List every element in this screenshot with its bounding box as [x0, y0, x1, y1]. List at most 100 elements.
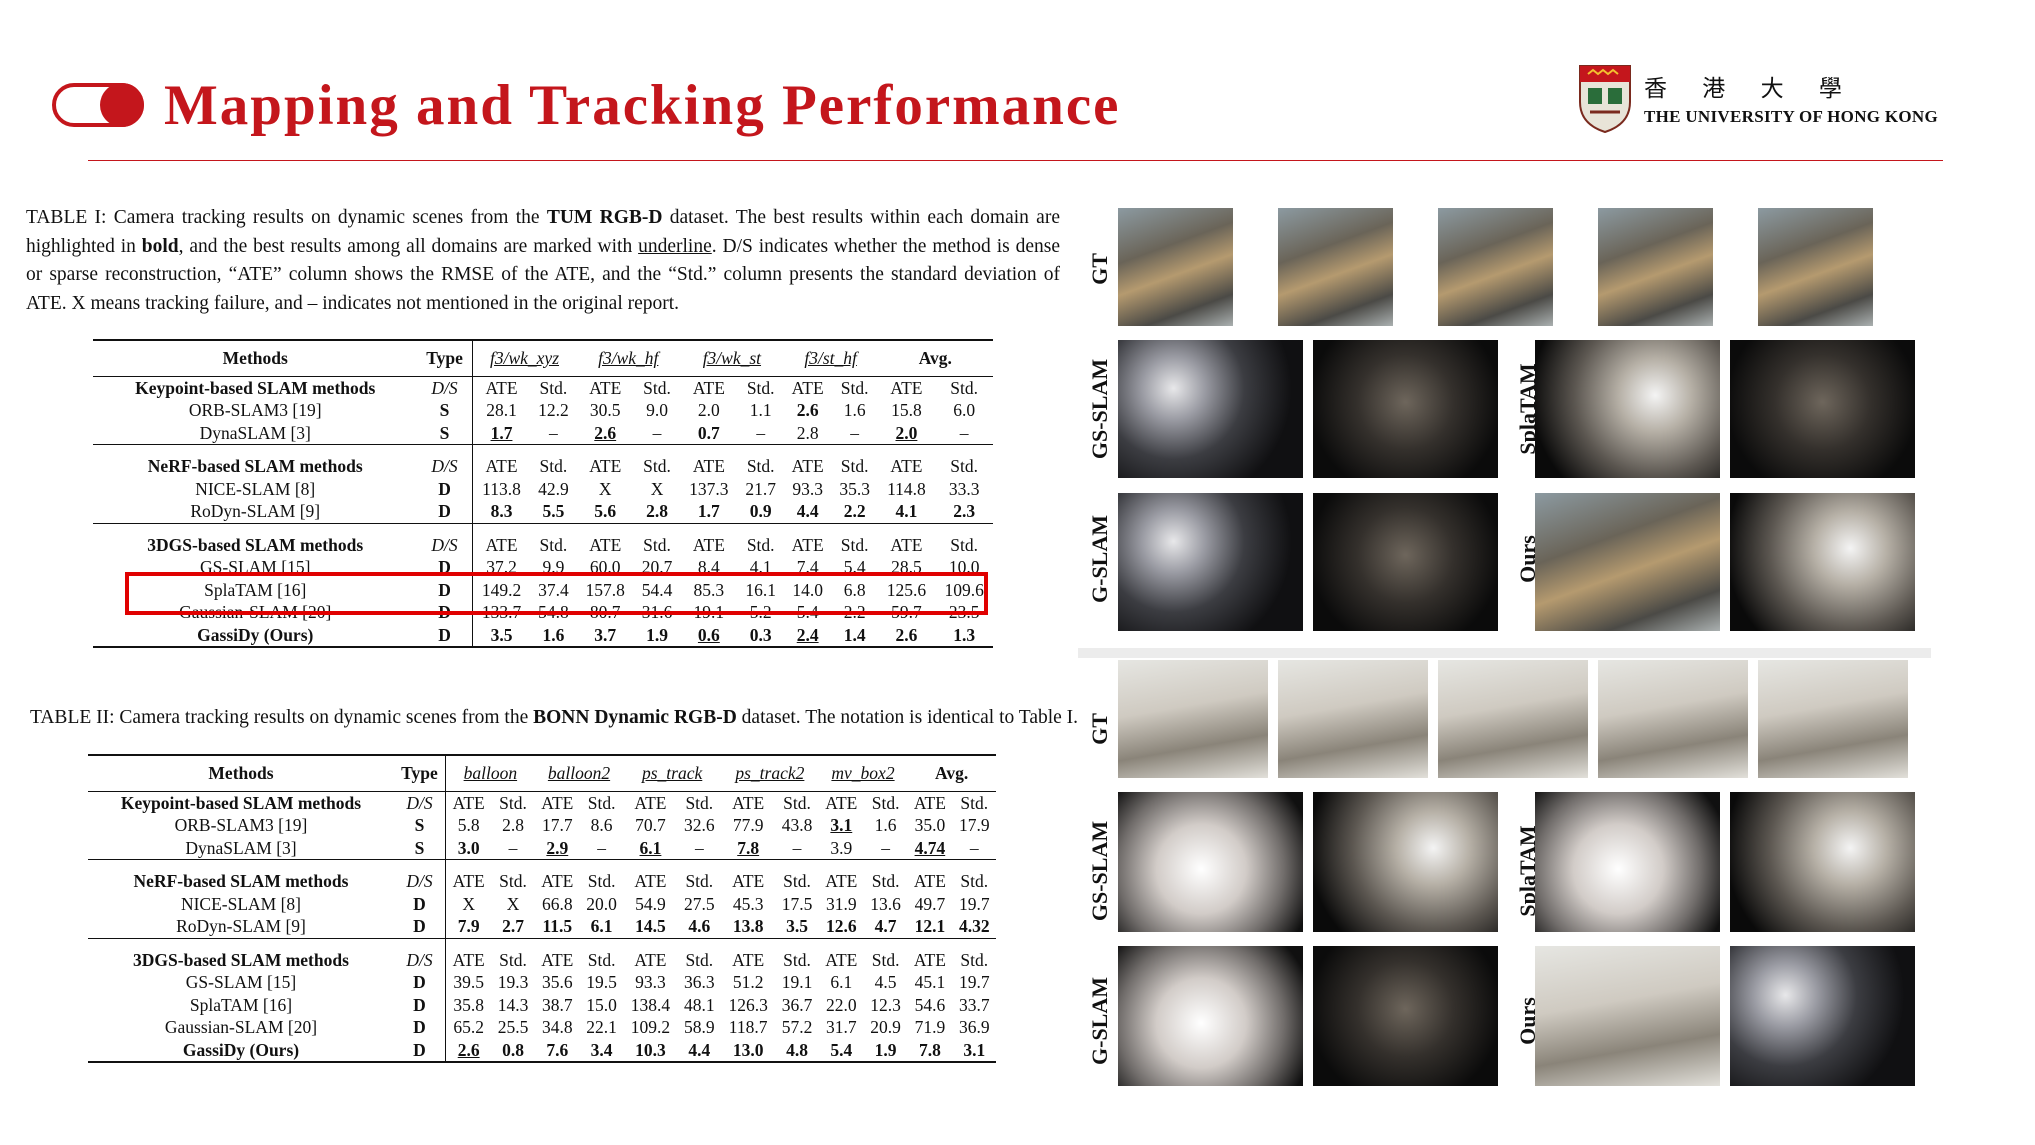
group-header-row: NeRF-based SLAM methods D/S ATE Std. ATE Std.…	[88, 859, 996, 893]
table-cell: 0.3	[737, 623, 784, 648]
table-cell: 1.3	[935, 623, 993, 648]
table-cell: 3.5	[786, 916, 808, 936]
table-cell: 65.2	[445, 1016, 492, 1039]
table-row: NICE-SLAM [8] D 113.8 42.9 X X 137.3 21.7 93.3 35…	[93, 477, 993, 500]
table-cell: 113.8	[471, 477, 531, 500]
row-label-gs-slam-bottom: GS-SLAM	[1087, 820, 1112, 922]
method-type: D	[438, 579, 451, 600]
table-cell: 2.9	[546, 837, 569, 858]
column-header: balloon2	[534, 754, 624, 791]
metric-label: Std.	[579, 790, 624, 814]
table-cell: 7.8	[737, 837, 760, 858]
metric-label: Std.	[737, 375, 784, 399]
gt-image	[1438, 660, 1588, 778]
method-name: SplaTAM [16]	[189, 994, 293, 1015]
row-label-gt-bottom: GT	[1087, 713, 1112, 745]
table-row: DynaSLAM [3] S 3.0–2.9–6.1–7.8–3.9–4.74–	[88, 836, 996, 860]
table-cell: 37.4	[538, 579, 569, 600]
metric-label: ATE	[877, 444, 936, 478]
method-type: D	[413, 893, 426, 914]
metric-label: ATE	[623, 790, 678, 814]
table-cell: 4.5	[874, 972, 897, 992]
row-label-g-slam-bottom: G-SLAM	[1087, 977, 1112, 1065]
table-cell: –	[881, 837, 890, 858]
group-name: Keypoint-based SLAM methods	[88, 790, 394, 814]
table-cell: 45.3	[732, 893, 764, 914]
method-type: D	[438, 501, 451, 521]
table-cell: 5.4	[818, 1038, 864, 1063]
ds-label: D/S	[417, 375, 473, 399]
table-cell: X	[598, 478, 612, 499]
table-cell: 2.8	[646, 501, 668, 521]
table-cell: 35.3	[839, 478, 870, 499]
table-header-row: Methods Type balloon balloon2 ps_track ps_tra…	[88, 754, 996, 791]
table-row: DynaSLAM [3] S 1.7–2.6–0.7–2.8–2.0–	[93, 421, 993, 445]
column-header: Avg.	[907, 754, 996, 791]
table-cell: 7.6	[534, 1038, 580, 1063]
ds-label: D/S	[417, 444, 473, 478]
table-cell: 19.3	[497, 972, 529, 992]
table-cell: 42.9	[538, 478, 569, 499]
metric-label: Std.	[863, 790, 908, 814]
table-cell: 118.7	[728, 1017, 768, 1037]
table-cell: 1.4	[831, 623, 878, 648]
metric-label: ATE	[721, 859, 776, 893]
table-cell: 1.7	[471, 421, 531, 445]
metric-label: Std.	[737, 522, 784, 556]
metric-label: ATE	[445, 859, 492, 893]
metric-label: Std.	[579, 937, 624, 971]
table-cell: 27.5	[684, 893, 715, 914]
metric-label: Std.	[677, 937, 721, 971]
method-name: RoDyn-SLAM [9]	[190, 501, 321, 521]
title-row: Mapping and Tracking Performance	[52, 70, 1120, 140]
group-header-row: Keypoint-based SLAM methods D/S ATE Std. ATE…	[88, 790, 996, 814]
row-label-g-slam-top: G-SLAM	[1087, 515, 1112, 603]
render-image	[1730, 792, 1915, 932]
gt-image	[1118, 208, 1233, 326]
table-cell: 66.8	[541, 893, 573, 914]
university-logo: 香 港 大 學 THE UNIVERSITY OF HONG KONG	[1576, 62, 1938, 134]
metric-label: ATE	[818, 937, 864, 971]
render-image	[1118, 493, 1303, 631]
table-cell: 12.1	[914, 916, 946, 936]
group-name: Keypoint-based SLAM methods	[93, 375, 418, 399]
table-header-row: Methods Type f3/wk_xyz f3/wk_hf f3/wk_st f3/s…	[93, 339, 993, 376]
table-cell: 31.9	[826, 893, 857, 914]
table-cell: 35.8	[445, 993, 492, 1016]
table-cell: –	[597, 837, 606, 858]
table-cell: 109.2	[630, 1017, 671, 1037]
metric-label: Std.	[831, 444, 878, 478]
table-cell: –	[508, 837, 518, 858]
gt-image	[1118, 660, 1268, 778]
metric-label: Std.	[775, 937, 819, 971]
metric-label: Std.	[634, 522, 681, 556]
table-cell: 45.1	[914, 972, 946, 992]
table-row: ORB-SLAM3 [19] S 5.8 2.8 17.7 8.6 70.7 32.6 77.9…	[88, 814, 996, 837]
table-cell: 33.7	[958, 994, 990, 1015]
method-name: ORB-SLAM3 [19]	[188, 400, 322, 420]
metric-label: ATE	[818, 790, 864, 814]
figure-divider	[1078, 648, 1931, 658]
metric-label: Std.	[530, 375, 577, 399]
metric-label: Std.	[863, 859, 908, 893]
group-name: 3DGS-based SLAM methods	[93, 522, 418, 556]
metric-label: ATE	[783, 375, 832, 399]
table-cell: 14.5	[635, 916, 666, 936]
render-image	[1118, 946, 1303, 1086]
table-cell: 3.0	[445, 836, 492, 860]
metric-label: ATE	[445, 937, 492, 971]
method-type: D	[393, 1038, 446, 1063]
render-image	[1730, 946, 1915, 1086]
table-cell: 1.1	[749, 400, 772, 420]
metric-label: Std.	[530, 444, 577, 478]
metric-label: Std.	[775, 790, 819, 814]
metric-label: Std.	[935, 522, 993, 556]
metric-label: ATE	[877, 522, 936, 556]
table-row: RoDyn-SLAM [9] D 8.3 5.5 5.6 2.8 1.7 0.9 4.4 2.2 4…	[93, 500, 993, 523]
table-cell: 21.7	[745, 478, 776, 499]
metric-label: ATE	[445, 790, 492, 814]
table-cell: 25.5	[497, 1017, 529, 1037]
metric-label: Std.	[634, 375, 681, 399]
column-header: f3/st_hf	[783, 339, 878, 376]
